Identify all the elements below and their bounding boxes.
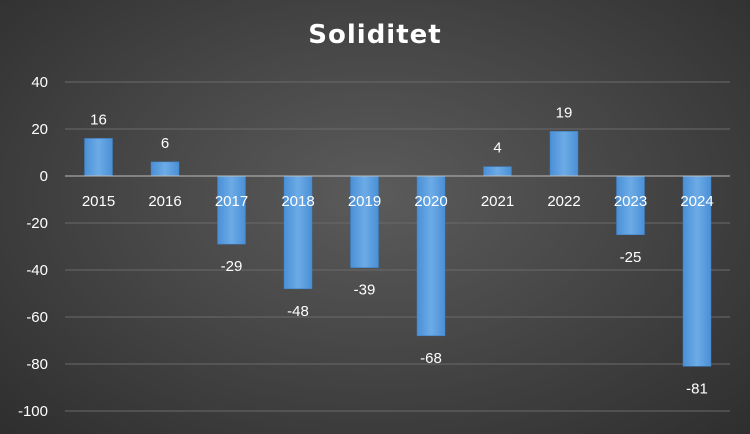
y-tick-label: -40 xyxy=(26,262,48,279)
bar xyxy=(150,161,180,177)
bar-value-label: 16 xyxy=(90,111,107,128)
y-tick-label: -20 xyxy=(26,215,48,232)
bar-value-label: 19 xyxy=(556,104,573,121)
x-category-label: 2019 xyxy=(348,193,381,210)
bar xyxy=(549,131,579,177)
bar xyxy=(483,166,512,177)
bar-value-label: 6 xyxy=(161,135,169,152)
x-category-label: 2018 xyxy=(281,193,314,210)
y-tick-label: 20 xyxy=(31,121,48,138)
y-tick-label: -100 xyxy=(18,403,48,420)
y-tick-label: 0 xyxy=(40,168,48,185)
bar xyxy=(84,138,113,177)
x-category-label: 2024 xyxy=(680,193,713,210)
y-tick-label: -80 xyxy=(26,356,48,373)
bars xyxy=(84,131,712,367)
y-tick-label: 40 xyxy=(31,74,48,91)
x-category-label: 2017 xyxy=(215,193,248,210)
x-category-label: 2015 xyxy=(82,193,115,210)
y-axis-ticks: 40 20 0 -20 -40 -60 -80 -100 xyxy=(18,74,48,420)
x-category-label: 2023 xyxy=(614,193,647,210)
bar xyxy=(350,175,379,268)
bar-value-label: -81 xyxy=(686,380,708,397)
x-category-label: 2016 xyxy=(148,193,181,210)
bar-value-label: -39 xyxy=(354,282,376,299)
bar-value-label: -68 xyxy=(420,350,442,367)
category-labels: 2015 2016 2017 2018 2019 2020 2021 2022 2023 2024 xyxy=(82,193,714,210)
y-tick-label: -60 xyxy=(26,309,48,326)
x-category-label: 2022 xyxy=(547,193,580,210)
x-category-label: 2020 xyxy=(414,193,447,210)
data-labels: 16 6 -29 -48 -39 -68 4 19 -25 -81 xyxy=(90,104,708,397)
bar-value-label: -29 xyxy=(221,258,243,275)
chart-title: Soliditet xyxy=(308,20,442,50)
bar-value-label: 4 xyxy=(493,140,501,157)
bar xyxy=(217,175,246,245)
bar-value-label: -48 xyxy=(287,303,309,320)
bar xyxy=(616,175,645,235)
gridlines xyxy=(65,81,730,412)
bar-value-label: -25 xyxy=(620,249,642,266)
bar xyxy=(416,175,446,337)
bar xyxy=(682,175,712,367)
x-category-label: 2021 xyxy=(481,193,514,210)
